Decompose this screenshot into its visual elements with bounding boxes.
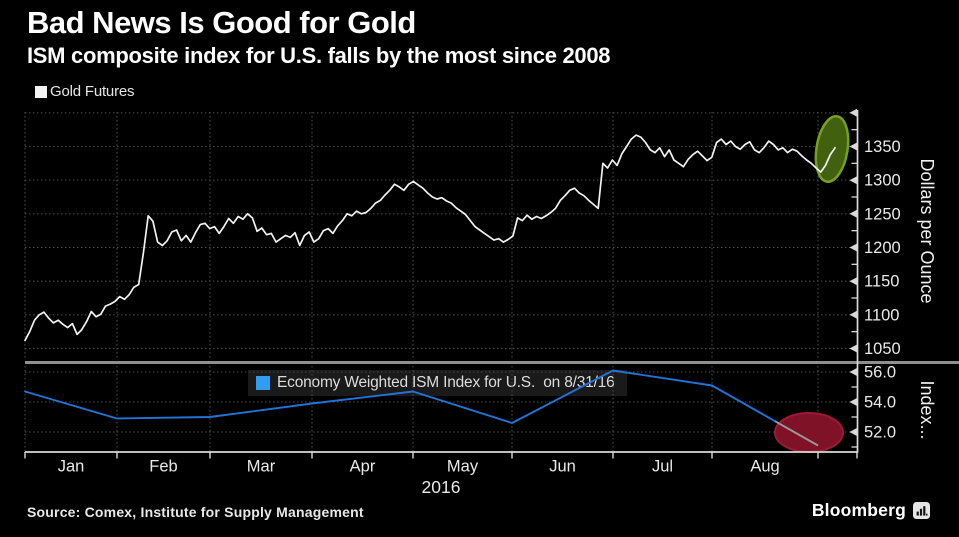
source-credit: Source: Comex, Institute for Supply Mana… xyxy=(27,504,364,520)
month-label: Mar xyxy=(247,458,276,476)
page-title: Bad News Is Good for Gold xyxy=(27,5,416,40)
ism-ytick-label: 56.0 xyxy=(864,364,896,382)
y-axis-major-tick xyxy=(849,243,857,252)
lower-y-axis-unit-label: Index... xyxy=(917,380,937,439)
gold-ytick-label: 1100 xyxy=(864,306,899,324)
ism-ytick-label: 52.0 xyxy=(864,424,896,442)
gold-futures-line xyxy=(24,134,836,342)
y-axis-major-tick xyxy=(849,368,857,376)
panel-separator xyxy=(25,361,959,364)
month-label: Feb xyxy=(149,458,177,476)
month-label: Jun xyxy=(549,458,576,476)
gold-legend-label: Gold Futures xyxy=(50,83,135,100)
ism-legend-swatch-icon xyxy=(256,376,270,390)
month-label: Jul xyxy=(652,458,673,476)
gold-ytick-label: 1200 xyxy=(864,239,901,257)
main-y-axis-unit-label: Dollars per Ounce xyxy=(917,158,937,303)
month-label: Jan xyxy=(58,458,85,476)
bloomberg-wordmark: Bloomberg xyxy=(811,500,906,520)
y-axis-major-tick xyxy=(849,142,857,151)
gold-ytick-label: 1300 xyxy=(864,172,901,190)
y-axis-major-tick xyxy=(849,108,857,117)
y-axis-major-tick xyxy=(849,310,857,319)
axis-ticks-and-labels: 1050 1100 1150 1200 1250 1300 1350 52.0 54.0 56.0… xyxy=(24,108,901,497)
month-label: Aug xyxy=(750,458,779,476)
month-label: May xyxy=(447,458,479,476)
y-axis-major-tick xyxy=(849,398,857,406)
bloomberg-logo-icon xyxy=(913,502,930,519)
gridlines xyxy=(24,112,857,451)
month-label: Apr xyxy=(350,458,376,476)
page-subtitle: ISM composite index for U.S. falls by th… xyxy=(27,43,611,68)
ism-legend-label: Economy Weighted ISM Index for U.S. on 8… xyxy=(277,374,615,391)
ism-latest-segment-gray xyxy=(774,420,819,447)
gold-highlight-ellipse xyxy=(814,115,850,183)
y-axis-major-tick xyxy=(849,344,857,353)
gold-legend-swatch-icon xyxy=(35,85,47,98)
y-axis-major-tick xyxy=(849,428,857,436)
ism-legend: Economy Weighted ISM Index for U.S. on 8… xyxy=(248,370,627,396)
ism-highlight-ellipse xyxy=(774,412,844,453)
gold-legend: Gold Futures xyxy=(35,83,135,100)
y-axis-major-tick xyxy=(849,209,857,218)
y-axis-major-tick xyxy=(849,277,857,286)
ism-ytick-label: 54.0 xyxy=(864,394,896,412)
gold-ytick-label: 1250 xyxy=(864,205,901,223)
y-axis-major-tick xyxy=(849,176,857,185)
gold-ytick-label: 1150 xyxy=(864,273,899,291)
gold-ytick-label: 1050 xyxy=(864,340,901,358)
year-label: 2016 xyxy=(422,477,461,497)
gold-ytick-label: 1350 xyxy=(864,138,901,156)
bloomberg-brand: Bloomberg xyxy=(812,500,930,521)
annotations xyxy=(774,115,850,453)
